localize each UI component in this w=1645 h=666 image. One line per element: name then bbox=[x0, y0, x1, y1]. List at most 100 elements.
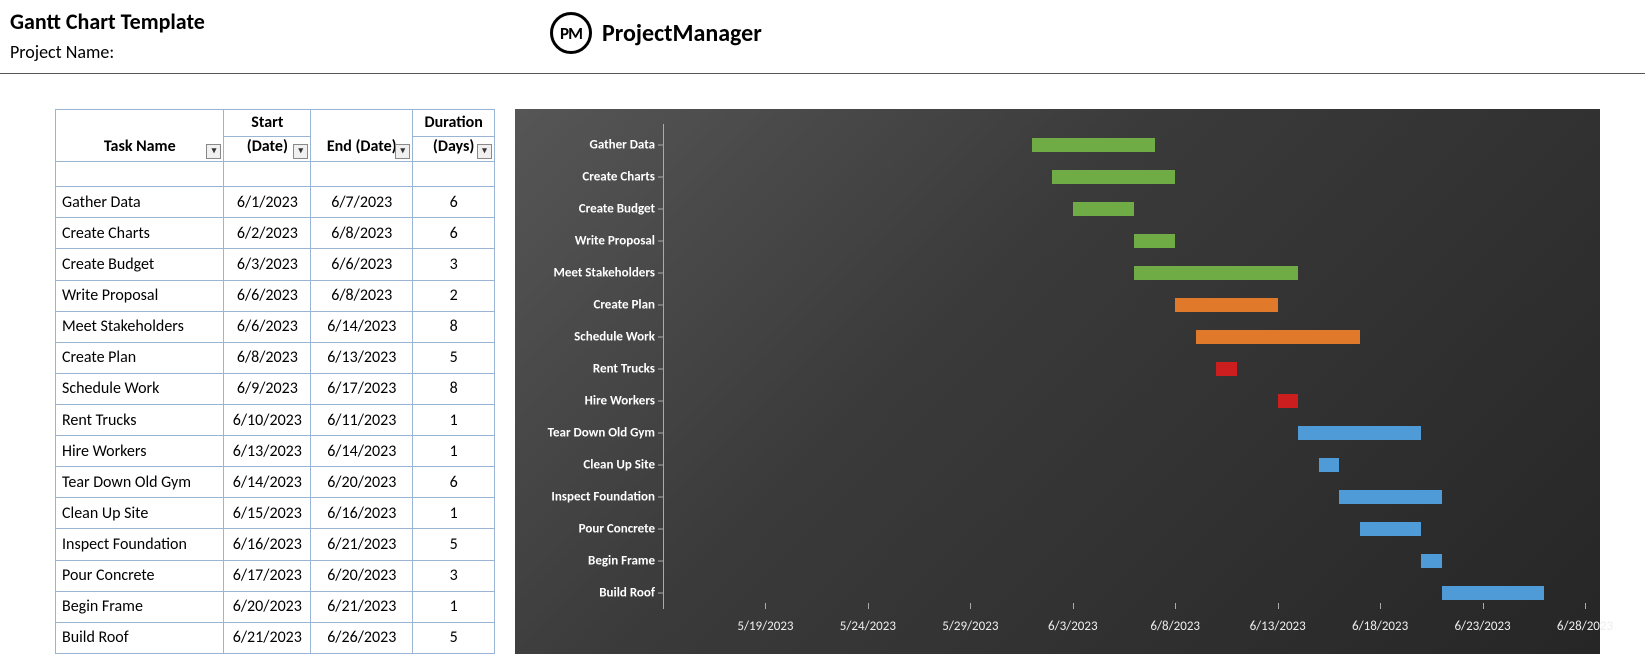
gantt-chart: Gather DataCreate ChartsCreate BudgetWri… bbox=[515, 109, 1600, 654]
cell-end: 6/21/2023 bbox=[311, 529, 413, 560]
gantt-bar[interactable] bbox=[1175, 298, 1277, 312]
table-row[interactable]: Clean Up Site6/15/20236/16/20231 bbox=[56, 498, 495, 529]
table-row[interactable]: Write Proposal6/6/20236/8/20232 bbox=[56, 280, 495, 311]
y-axis-label: Build Roof bbox=[599, 586, 655, 601]
cell-end: 6/7/2023 bbox=[311, 187, 413, 218]
table-row[interactable]: Tear Down Old Gym6/14/20236/20/20236 bbox=[56, 467, 495, 498]
logo: PM ProjectManager bbox=[550, 12, 762, 54]
x-axis-label: 5/19/2023 bbox=[737, 619, 793, 634]
x-axis-label: 5/29/2023 bbox=[942, 619, 998, 634]
cell-end: 6/20/2023 bbox=[311, 560, 413, 591]
cell-duration: 2 bbox=[413, 280, 495, 311]
x-tick-mark bbox=[1585, 603, 1586, 609]
y-tick bbox=[658, 273, 663, 274]
x-tick-mark bbox=[1483, 603, 1484, 609]
gantt-bar[interactable] bbox=[1339, 490, 1441, 504]
table-row[interactable]: Begin Frame6/20/20236/21/20231 bbox=[56, 591, 495, 622]
y-tick bbox=[658, 145, 663, 146]
cell-duration: 3 bbox=[413, 249, 495, 280]
table-row[interactable]: Schedule Work6/9/20236/17/20238 bbox=[56, 373, 495, 404]
col-start-top: Start bbox=[224, 110, 311, 137]
x-tick-mark bbox=[765, 603, 766, 609]
table-head: Task Name ▾ Start End (Date) ▾ Duration … bbox=[56, 110, 495, 162]
gantt-bar[interactable] bbox=[1032, 138, 1155, 152]
table-spacer-row bbox=[56, 161, 495, 186]
table-row[interactable]: Create Charts6/2/20236/8/20236 bbox=[56, 218, 495, 249]
filter-icon[interactable]: ▾ bbox=[477, 144, 492, 159]
table-row[interactable]: Build Roof6/21/20236/26/20235 bbox=[56, 622, 495, 653]
x-axis-label: 6/3/2023 bbox=[1048, 619, 1098, 634]
cell-start: 6/8/2023 bbox=[224, 342, 311, 373]
col-end[interactable]: End (Date) ▾ bbox=[311, 110, 413, 162]
y-axis-label: Pour Concrete bbox=[579, 522, 655, 537]
gantt-bar[interactable] bbox=[1360, 522, 1421, 536]
cell-duration: 1 bbox=[413, 591, 495, 622]
table-row[interactable]: Meet Stakeholders6/6/20236/14/20238 bbox=[56, 311, 495, 342]
gantt-bar[interactable] bbox=[1421, 554, 1441, 568]
cell-start: 6/14/2023 bbox=[224, 467, 311, 498]
x-tick-mark bbox=[1175, 603, 1176, 609]
gantt-bar[interactable] bbox=[1073, 202, 1134, 216]
cell-task-name: Hire Workers bbox=[56, 436, 224, 467]
gantt-bar[interactable] bbox=[1319, 458, 1339, 472]
cell-task-name: Create Charts bbox=[56, 218, 224, 249]
cell-duration: 3 bbox=[413, 560, 495, 591]
gantt-bar[interactable] bbox=[1278, 394, 1298, 408]
filter-icon[interactable]: ▾ bbox=[395, 144, 410, 159]
table-row[interactable]: Create Plan6/8/20236/13/20235 bbox=[56, 342, 495, 373]
y-axis-label: Create Budget bbox=[579, 202, 655, 217]
gantt-bar[interactable] bbox=[1052, 170, 1175, 184]
cell-task-name: Pour Concrete bbox=[56, 560, 224, 591]
filter-icon[interactable]: ▾ bbox=[206, 144, 221, 159]
table-body: Gather Data6/1/20236/7/20236Create Chart… bbox=[56, 161, 495, 653]
cell-end: 6/6/2023 bbox=[311, 249, 413, 280]
gantt-bar[interactable] bbox=[1196, 330, 1360, 344]
x-tick-mark bbox=[1073, 603, 1074, 609]
gantt-bar[interactable] bbox=[1134, 234, 1175, 248]
y-axis-label: Schedule Work bbox=[574, 330, 655, 345]
cell-task-name: Rent Trucks bbox=[56, 405, 224, 436]
x-tick-mark bbox=[1380, 603, 1381, 609]
cell-duration: 6 bbox=[413, 467, 495, 498]
content: Task Name ▾ Start End (Date) ▾ Duration … bbox=[0, 74, 1645, 664]
gantt-bar[interactable] bbox=[1134, 266, 1298, 280]
cell-end: 6/14/2023 bbox=[311, 311, 413, 342]
table-row[interactable]: Inspect Foundation6/16/20236/21/20235 bbox=[56, 529, 495, 560]
col-duration-bottom[interactable]: (Days) ▾ bbox=[413, 137, 495, 161]
cell-end: 6/8/2023 bbox=[311, 218, 413, 249]
project-name-label: Project Name: bbox=[10, 41, 550, 63]
cell-start: 6/20/2023 bbox=[224, 591, 311, 622]
col-start-bottom[interactable]: (Date) ▾ bbox=[224, 137, 311, 161]
x-axis-label: 6/28/2023 bbox=[1557, 619, 1613, 634]
y-tick bbox=[658, 529, 663, 530]
y-tick bbox=[658, 337, 663, 338]
cell-task-name: Inspect Foundation bbox=[56, 529, 224, 560]
y-axis-label: Create Charts bbox=[582, 170, 655, 185]
cell-start: 6/6/2023 bbox=[224, 280, 311, 311]
y-axis-label: Create Plan bbox=[593, 298, 655, 313]
cell-end: 6/26/2023 bbox=[311, 622, 413, 653]
table-row[interactable]: Pour Concrete6/17/20236/20/20233 bbox=[56, 560, 495, 591]
y-axis-label: Rent Trucks bbox=[593, 362, 655, 377]
filter-icon[interactable]: ▾ bbox=[293, 144, 308, 159]
cell-duration: 8 bbox=[413, 373, 495, 404]
chart-plot-area: Gather DataCreate ChartsCreate BudgetWri… bbox=[515, 109, 1600, 654]
x-axis-label: 6/13/2023 bbox=[1250, 619, 1306, 634]
x-tick-mark bbox=[970, 603, 971, 609]
y-tick bbox=[658, 177, 663, 178]
cell-duration: 6 bbox=[413, 187, 495, 218]
cell-task-name: Meet Stakeholders bbox=[56, 311, 224, 342]
gantt-bar[interactable] bbox=[1442, 586, 1544, 600]
y-tick bbox=[658, 401, 663, 402]
gantt-bar[interactable] bbox=[1216, 362, 1236, 376]
y-axis-label: Clean Up Site bbox=[583, 458, 655, 473]
table-row[interactable]: Hire Workers6/13/20236/14/20231 bbox=[56, 436, 495, 467]
table-row[interactable]: Gather Data6/1/20236/7/20236 bbox=[56, 187, 495, 218]
cell-duration: 1 bbox=[413, 436, 495, 467]
cell-task-name: Schedule Work bbox=[56, 373, 224, 404]
col-task-name[interactable]: Task Name ▾ bbox=[56, 110, 224, 162]
table-row[interactable]: Rent Trucks6/10/20236/11/20231 bbox=[56, 405, 495, 436]
cell-end: 6/14/2023 bbox=[311, 436, 413, 467]
gantt-bar[interactable] bbox=[1298, 426, 1421, 440]
table-row[interactable]: Create Budget6/3/20236/6/20233 bbox=[56, 249, 495, 280]
